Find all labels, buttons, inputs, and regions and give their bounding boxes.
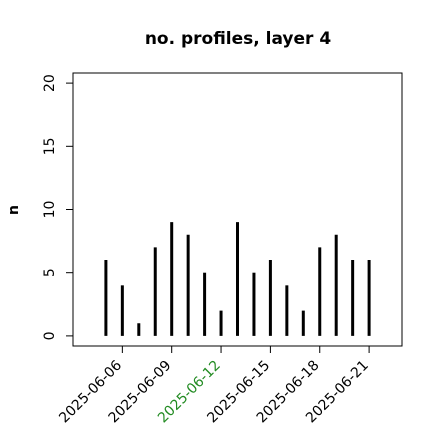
y-tick-label: 5 (42, 268, 58, 277)
y-tick-label: 0 (42, 331, 58, 340)
y-tick-label: 10 (42, 201, 58, 219)
chart-title: no. profiles, layer 4 (145, 29, 332, 49)
y-tick-label: 20 (42, 74, 58, 92)
y-axis-label: n (6, 205, 22, 215)
y-tick-label: 15 (42, 137, 58, 155)
